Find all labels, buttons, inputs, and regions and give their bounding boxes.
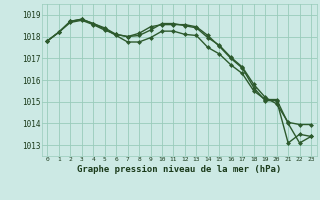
X-axis label: Graphe pression niveau de la mer (hPa): Graphe pression niveau de la mer (hPa) bbox=[77, 165, 281, 174]
